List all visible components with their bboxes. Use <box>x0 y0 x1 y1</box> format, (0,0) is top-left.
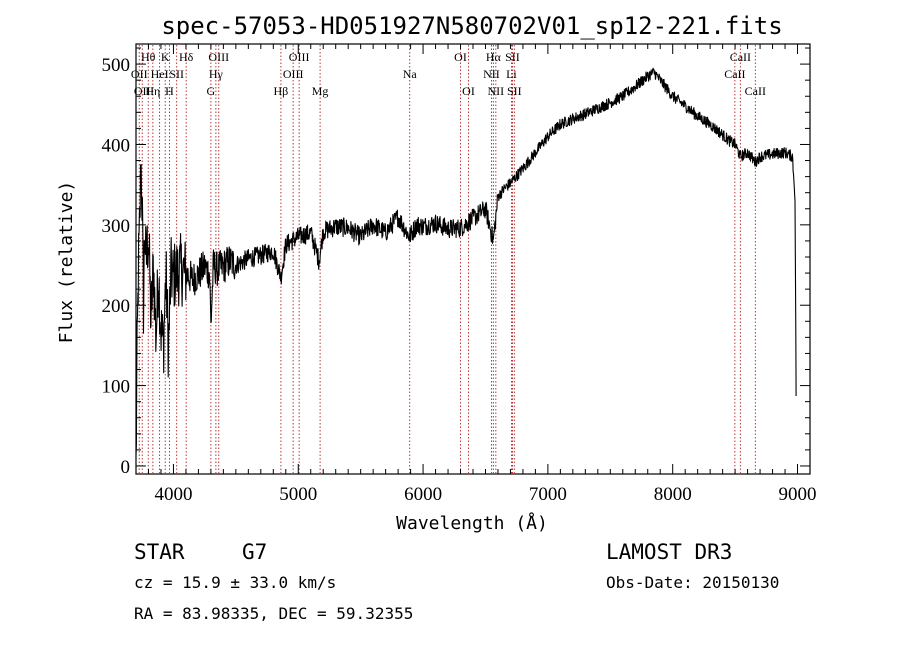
x-tick-label: 6000 <box>404 484 442 505</box>
spectral-line-label: CaII <box>745 84 766 98</box>
x-tick-label: 5000 <box>279 484 317 505</box>
spectral-line-label: CaII <box>730 50 751 64</box>
y-tick-label: 400 <box>102 135 131 156</box>
x-axis-label: Wavelength (Å) <box>396 512 548 534</box>
spectral-line-label: Mg <box>312 84 329 98</box>
x-tick-label: 8000 <box>654 484 692 505</box>
y-axis-ticks: 0 100 200 300 400 500 <box>102 47 810 478</box>
spectral-line-label: OII <box>131 67 148 81</box>
y-tick-label: 500 <box>102 55 131 76</box>
survey-name: LAMOST DR3 <box>606 540 732 564</box>
object-subclass: G7 <box>242 540 267 564</box>
x-tick-label: 4000 <box>154 484 192 505</box>
spectral-line-label: OI <box>462 84 475 98</box>
y-tick-label: 100 <box>102 377 131 398</box>
spectral-line-label: Hη <box>145 84 160 98</box>
spectral-line-label: G <box>207 84 216 98</box>
y-tick-label: 0 <box>121 457 131 478</box>
spectral-line-label: Hγ <box>209 67 224 81</box>
spectral-line-label: SII <box>169 67 184 81</box>
y-tick-label: 200 <box>102 296 131 317</box>
redshift-velocity: cz = 15.9 ± 33.0 km/s <box>134 573 336 592</box>
spectral-line-label: Hα <box>486 50 502 64</box>
spectral-line-label: OI <box>454 50 467 64</box>
y-tick-label: 300 <box>102 216 131 237</box>
spectral-line-label: SII <box>505 50 520 64</box>
coordinates: RA = 83.98335, DEC = 59.32355 <box>134 604 413 623</box>
spectral-line-label: SII <box>507 84 522 98</box>
spectral-line-label: Hδ <box>179 50 194 64</box>
observation-date: Obs-Date: 20150130 <box>606 573 779 592</box>
x-tick-label: 7000 <box>529 484 567 505</box>
x-axis-ticks: 4000 5000 6000 7000 8000 9000 <box>147 44 817 505</box>
spectral-line-label: CaII <box>724 67 745 81</box>
spectrum-series-line <box>135 67 797 455</box>
spectral-line-labels: OII OII Hθ Hη HeI K H SII Hδ G Hγ OIII Hβ OIII OIII Mg N… <box>131 50 766 98</box>
spectral-line-label: OIII <box>208 50 229 64</box>
y-axis-label: Flux (relative) <box>56 181 77 344</box>
spectral-line-label: Na <box>403 67 418 81</box>
spectral-line-label: Hθ <box>141 50 156 64</box>
spectral-line-label: OII <box>134 84 151 98</box>
spectral-line-label: OIII <box>289 50 310 64</box>
object-class: STAR <box>134 540 185 564</box>
spectral-line-label: NII <box>483 67 500 81</box>
chart-title: spec-57053-HD051927N580702V01_sp12-221.f… <box>161 12 782 40</box>
spectral-line-label: OIII <box>283 67 304 81</box>
spectral-line-label: H <box>165 84 174 98</box>
x-tick-label: 9000 <box>779 484 817 505</box>
spectral-line-label: NII <box>488 84 505 98</box>
spectral-line-label: HeI <box>151 67 169 81</box>
spectral-line-label: Hβ <box>274 84 289 98</box>
spectral-line-label: K <box>161 50 170 64</box>
spectral-line-label: Li <box>506 67 517 81</box>
